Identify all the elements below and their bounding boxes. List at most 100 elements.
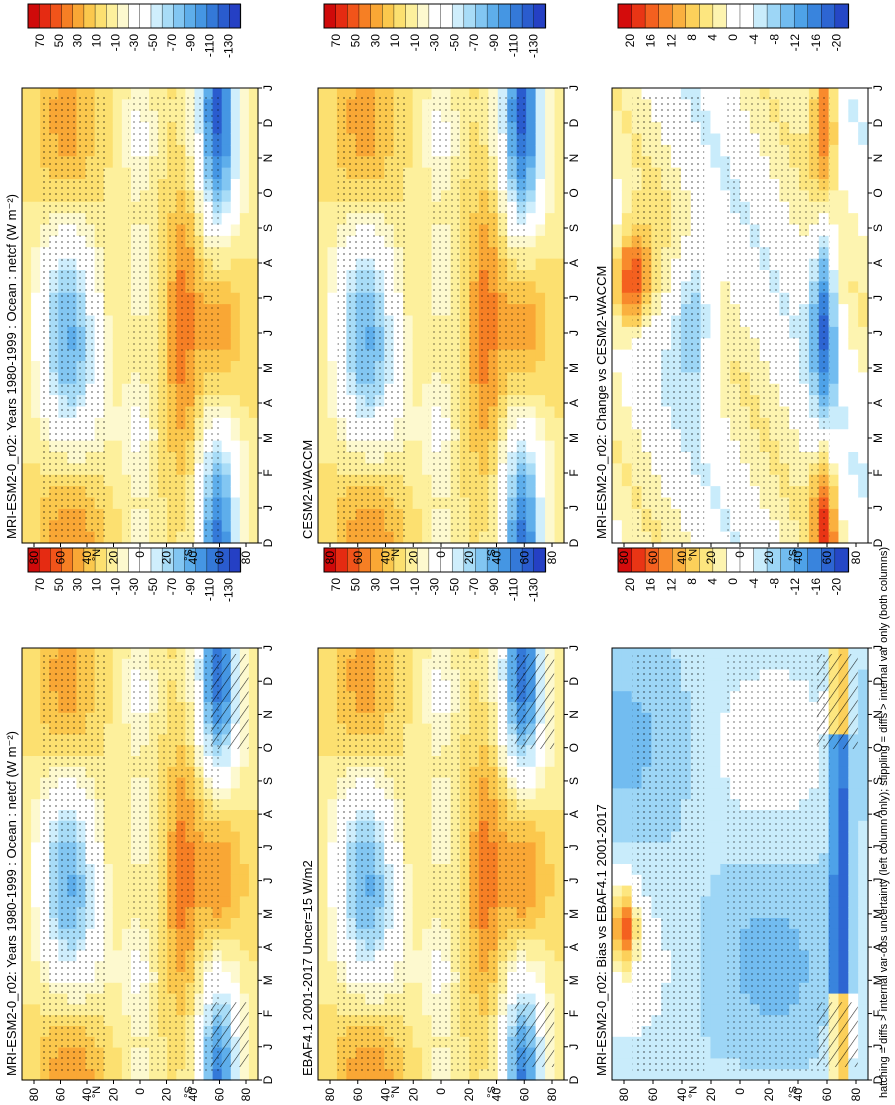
heatmap-cell: [121, 372, 132, 385]
heatmap-cell: [103, 982, 114, 995]
heatmap-cell: [230, 201, 241, 214]
heatmap-cell: [31, 982, 41, 995]
month-tick-label: D: [261, 538, 275, 547]
heatmap-cell: [22, 745, 32, 757]
heatmap-cell: [22, 349, 32, 362]
heatmap-cell: [403, 1036, 414, 1049]
heatmap-cell: [112, 864, 123, 876]
heatmap-cell: [318, 474, 329, 487]
heatmap-cell: [403, 235, 414, 248]
heatmap-cell: [526, 156, 537, 169]
heatmap-cell: [327, 993, 338, 1005]
heatmap-cell: [621, 734, 633, 746]
heatmap-cell: [412, 712, 423, 725]
heatmap-cell: [327, 474, 338, 487]
heatmap-cell: [31, 292, 41, 305]
heatmap-cell: [422, 669, 433, 681]
heatmap-cell: [239, 361, 250, 373]
heatmap-cell: [31, 406, 41, 419]
heatmap-cell: [554, 864, 565, 876]
heatmap-cell: [31, 508, 41, 521]
heatmap-cell: [22, 247, 32, 260]
heatmap-cell: [612, 658, 623, 671]
heatmap-cell: [31, 1047, 41, 1059]
colorbar-tick-label: -90: [184, 578, 198, 596]
heatmap-cell: [112, 1015, 123, 1027]
lat-tick-label: 0: [434, 551, 448, 558]
heatmap-cell: [535, 361, 546, 373]
heatmap-cell: [248, 766, 259, 779]
heatmap-cell: [700, 874, 712, 887]
heatmap-cell: [526, 429, 537, 442]
heatmap-cell: [422, 508, 433, 521]
heatmap-cell: [327, 928, 338, 941]
heatmap-cell: [31, 497, 41, 510]
month-tick-label: J: [567, 645, 581, 651]
heatmap-cell: [403, 982, 414, 995]
heatmap-cell: [612, 928, 623, 941]
stippling-overlay: [337, 94, 407, 537]
heatmap-cell: [121, 831, 132, 843]
heatmap-cell: [76, 88, 87, 100]
heatmap-cell: [221, 648, 232, 660]
heatmap-cell: [121, 167, 132, 180]
heatmap-cell: [403, 950, 414, 962]
heatmap-cell: [318, 896, 329, 908]
heatmap-cell: [318, 88, 329, 100]
heatmap-cell: [535, 349, 546, 362]
heatmap-cell: [318, 648, 329, 660]
heatmap-cell: [720, 680, 731, 692]
heatmap-cell: [212, 1069, 223, 1081]
heatmap-cell: [612, 982, 623, 995]
heatmap-cell: [248, 247, 259, 260]
heatmap-cell: [230, 993, 241, 1005]
heatmap-cell: [103, 270, 114, 282]
heatmap-cell: [526, 486, 537, 499]
lat-tick-label: 0: [133, 551, 147, 558]
heatmap-cell: [239, 372, 250, 385]
heatmap-cell: [710, 680, 721, 692]
heatmap-cell: [327, 777, 338, 789]
heatmap-cell: [554, 531, 565, 544]
heatmap-cell: [631, 648, 643, 660]
heatmap-cell: [103, 1026, 114, 1038]
heatmap-cell: [121, 99, 132, 112]
heatmap-cell: [112, 1036, 123, 1049]
heatmap-cell: [112, 110, 123, 123]
heatmap-cell: [112, 281, 123, 294]
heatmap-cell: [248, 213, 259, 226]
heatmap-cell: [230, 235, 241, 248]
heatmap-cell: [545, 440, 556, 453]
colorbar-swatch: [498, 3, 512, 29]
heatmap-cell: [545, 395, 556, 408]
lat-tick-label: 40: [186, 1088, 200, 1102]
heatmap-cell: [248, 1047, 259, 1059]
heatmap-cell: [22, 270, 32, 282]
heatmap-cell: [412, 896, 423, 908]
heatmap-cell: [112, 1069, 123, 1081]
month-tick-label: D: [567, 538, 581, 547]
heatmap-cell: [221, 349, 232, 362]
colorbar-swatch: [38, 3, 52, 29]
heatmap-cell: [327, 669, 338, 681]
heatmap-cell: [422, 777, 433, 789]
heatmap-cell: [612, 1036, 623, 1049]
month-tick-label: A: [261, 810, 275, 818]
month-tick-label: N: [567, 154, 581, 163]
heatmap-cell: [554, 928, 565, 941]
heatmap-cell: [167, 648, 177, 660]
heatmap-cell: [185, 648, 196, 660]
heatmap-cell: [49, 648, 59, 660]
heatmap-cell: [651, 1069, 662, 1081]
heatmap-cell: [239, 179, 250, 191]
heatmap-cell: [248, 799, 259, 811]
month-tick-label: J: [261, 505, 275, 511]
heatmap-cell: [221, 395, 232, 408]
heatmap-cell: [22, 474, 32, 487]
heatmap-cell: [412, 156, 423, 169]
heatmap-cell: [431, 531, 442, 544]
heatmap-cell: [203, 531, 214, 544]
heatmap-cell: [327, 799, 338, 811]
heatmap-cell: [230, 531, 241, 544]
heatmap-cell: [103, 349, 114, 362]
